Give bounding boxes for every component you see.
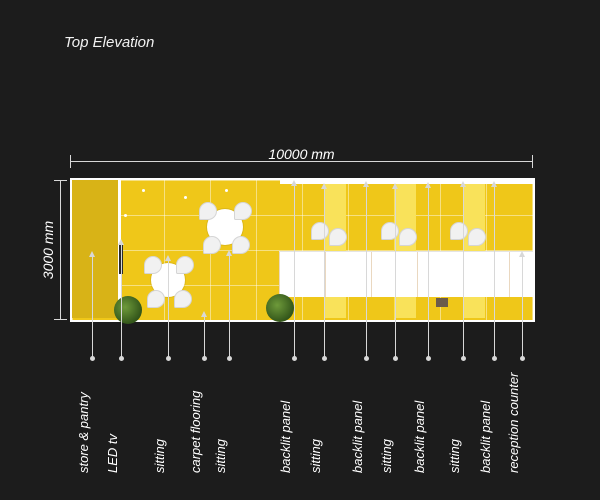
callout-arrowhead	[392, 183, 398, 189]
callout-leader-line	[463, 186, 464, 357]
callout-dot	[90, 356, 95, 361]
width-dimension-line	[70, 161, 533, 162]
callout-leader-line	[366, 186, 367, 357]
bar-chair	[381, 222, 399, 240]
callout-label: reception counter	[506, 372, 521, 473]
callout-leader-line	[204, 316, 205, 357]
chair	[234, 202, 252, 220]
callout-label: sitting	[379, 439, 394, 473]
counter-joints	[279, 252, 533, 297]
callout-leader-line	[428, 187, 429, 357]
chair	[176, 256, 194, 274]
bar-chair	[311, 222, 329, 240]
callout-leader-line	[168, 260, 169, 357]
callout-label: carpet flooring	[188, 390, 203, 473]
width-dimension: 10000 mm	[70, 146, 533, 168]
callout-leader-line	[324, 188, 325, 357]
callout-arrowhead	[363, 181, 369, 187]
callout-arrowhead	[519, 251, 525, 257]
floor-plan	[70, 178, 535, 324]
callout-label: store & pantry	[76, 392, 91, 473]
callout-arrowhead	[291, 180, 297, 186]
callout-leader-line	[229, 255, 230, 357]
callout-leader-line	[494, 186, 495, 357]
ceiling-light	[124, 214, 127, 217]
callout-dot	[202, 356, 207, 361]
callout-arrowhead	[201, 311, 207, 317]
callout-leader-line	[522, 256, 523, 357]
store-pantry-area	[72, 180, 121, 318]
callout-label: sitting	[308, 439, 323, 473]
backlit-panel	[394, 180, 416, 318]
ceiling-light	[142, 189, 145, 192]
callout-label: backlit panel	[478, 400, 493, 473]
callout-dot	[393, 356, 398, 361]
plant	[114, 296, 142, 324]
width-dimension-tick-left	[70, 155, 71, 168]
backlit-panel	[463, 180, 485, 318]
callout-dot	[461, 356, 466, 361]
depth-dimension-tick-bottom	[54, 319, 67, 320]
callout-label: sitting	[447, 439, 462, 473]
callout-dot	[166, 356, 171, 361]
callout-dot	[292, 356, 297, 361]
callout-dot	[520, 356, 525, 361]
depth-dimension: 3000 mm	[40, 180, 67, 320]
callout-dot	[426, 356, 431, 361]
callout-arrowhead	[460, 181, 466, 187]
callout-arrowhead	[226, 250, 232, 256]
ceiling-light	[184, 196, 187, 199]
depth-dimension-label: 3000 mm	[40, 220, 56, 280]
backlit-panel	[324, 180, 346, 318]
bar-chair	[399, 228, 417, 246]
callout-label: backlit panel	[412, 400, 427, 473]
bar-chair	[329, 228, 347, 246]
callout-leader-line	[395, 188, 396, 357]
chair	[199, 202, 217, 220]
callout-dot	[492, 356, 497, 361]
callout-dot	[364, 356, 369, 361]
callout-arrowhead	[165, 255, 171, 261]
callout-arrowhead	[491, 181, 497, 187]
top-strip	[280, 180, 533, 184]
plant	[266, 294, 294, 322]
callout-leader-line	[92, 256, 93, 357]
callout-dot	[119, 356, 124, 361]
chair	[147, 290, 165, 308]
bar-chair	[450, 222, 468, 240]
callout-dot	[227, 356, 232, 361]
callout-label: sitting	[213, 439, 228, 473]
callout-label: backlit panel	[278, 400, 293, 473]
chair	[203, 236, 221, 254]
chair	[232, 236, 250, 254]
callout-label: sitting	[152, 439, 167, 473]
callout-leader-line	[121, 244, 122, 357]
bar-chair	[468, 228, 486, 246]
callout-leader-line	[294, 185, 295, 357]
width-dimension-label: 10000 mm	[268, 146, 335, 162]
reception-counter	[279, 251, 533, 297]
callout-label: LED tv	[105, 433, 120, 473]
callout-dot	[322, 356, 327, 361]
callout-arrowhead	[321, 183, 327, 189]
drawing-title: Top Elevation	[64, 34, 155, 51]
callout-arrowhead	[118, 239, 124, 245]
callout-arrowhead	[425, 182, 431, 188]
chair	[144, 256, 162, 274]
callout-label: backlit panel	[350, 400, 365, 473]
width-dimension-tick-right	[532, 155, 533, 168]
callout-arrowhead	[89, 251, 95, 257]
chair	[174, 290, 192, 308]
depth-dimension-tick-top	[54, 180, 67, 181]
reception-stool	[436, 298, 448, 307]
depth-dimension-line	[60, 180, 61, 320]
ceiling-light	[225, 189, 228, 192]
